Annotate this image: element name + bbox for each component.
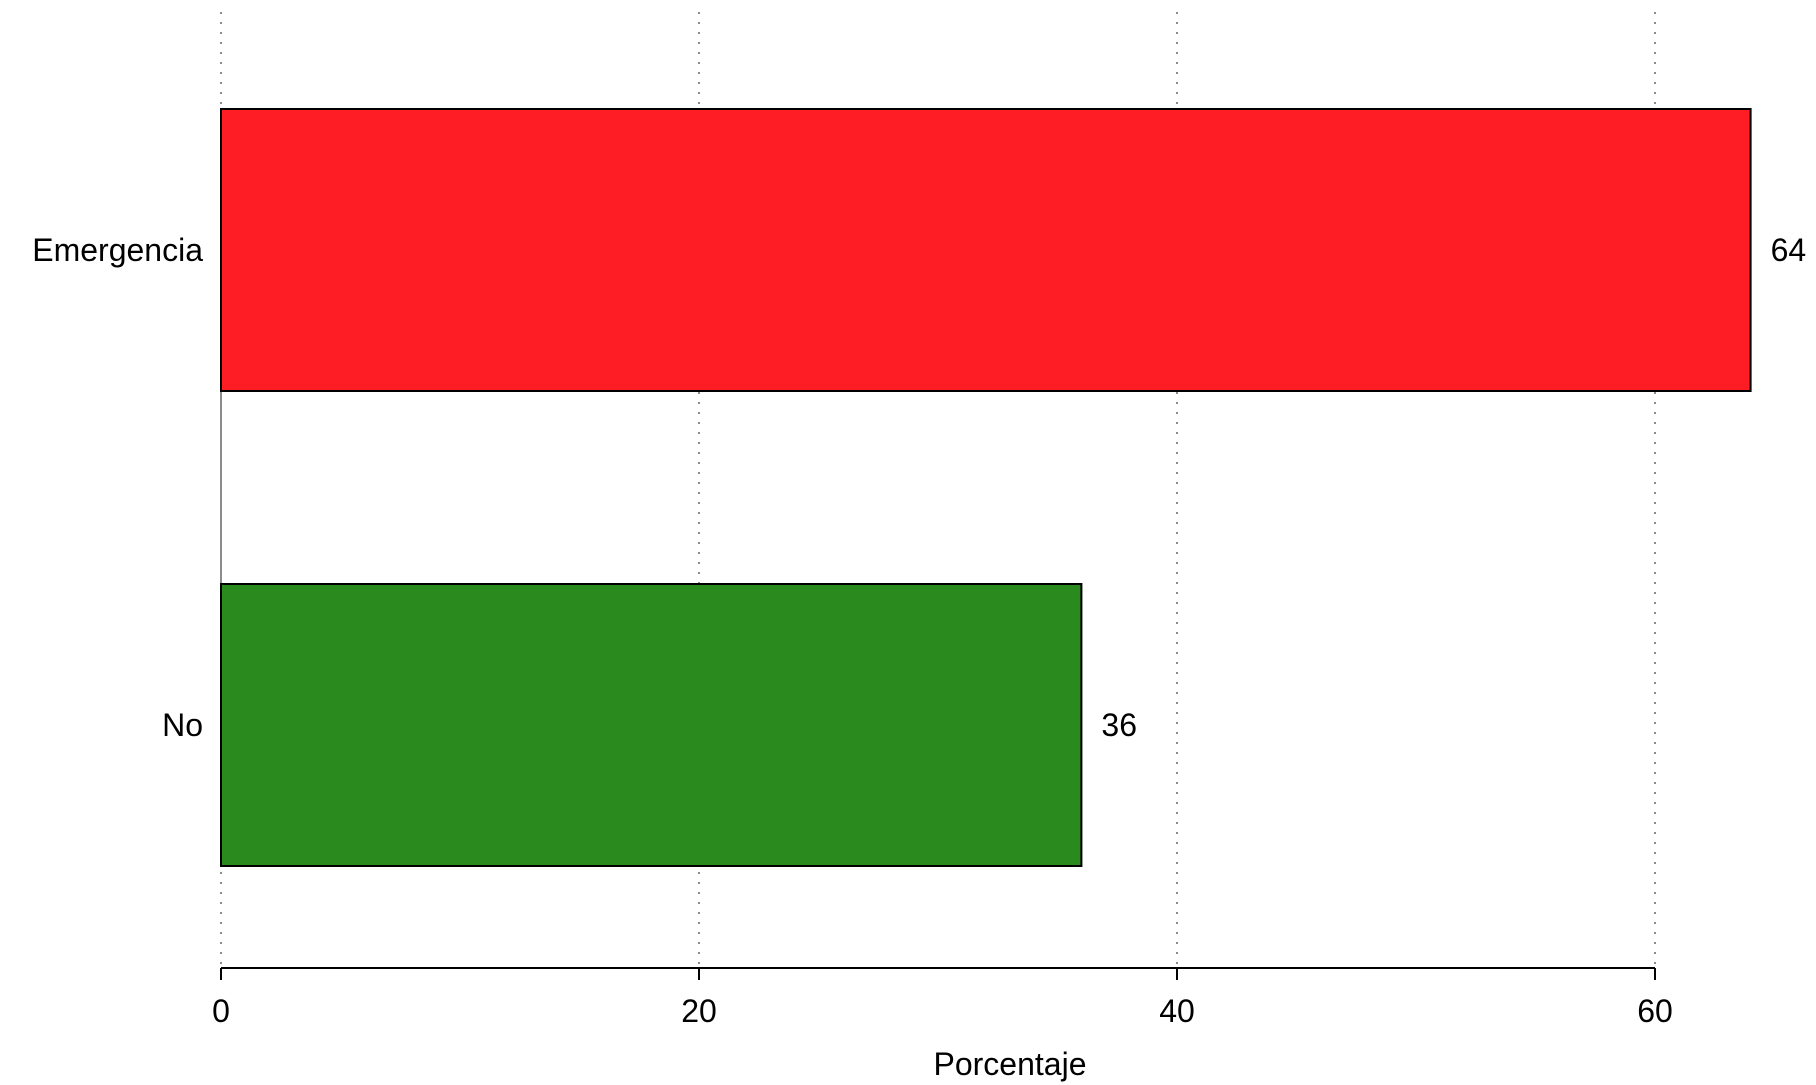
value-label-no: 36 <box>1101 707 1137 743</box>
tick-label-60: 60 <box>1637 993 1673 1029</box>
x-axis-title: Porcentaje <box>934 1046 1087 1082</box>
value-label-emergencia: 64 <box>1771 232 1807 268</box>
data-labels: 64 36 <box>1101 232 1806 743</box>
category-label-no: No <box>162 707 203 743</box>
category-label-emergencia: Emergencia <box>32 232 203 268</box>
category-labels: Emergencia No <box>32 232 203 743</box>
bar-no <box>220 583 1083 867</box>
bars <box>220 108 1752 867</box>
tick-label-40: 40 <box>1159 993 1195 1029</box>
tick-label-20: 20 <box>681 993 717 1029</box>
bar-emergencia <box>220 108 1752 392</box>
tick-label-0: 0 <box>212 993 230 1029</box>
x-axis-ticks: 0 20 40 60 <box>212 968 1673 1029</box>
